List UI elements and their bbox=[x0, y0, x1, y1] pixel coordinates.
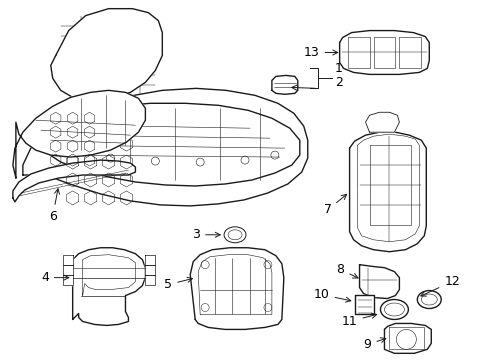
Text: 5: 5 bbox=[164, 277, 193, 291]
Polygon shape bbox=[349, 132, 426, 252]
Text: 10: 10 bbox=[314, 288, 351, 302]
Polygon shape bbox=[272, 75, 298, 94]
Text: 2: 2 bbox=[335, 76, 343, 89]
Polygon shape bbox=[23, 88, 308, 206]
Text: 11: 11 bbox=[342, 313, 377, 328]
Polygon shape bbox=[146, 265, 155, 275]
Polygon shape bbox=[41, 103, 300, 186]
Polygon shape bbox=[13, 160, 135, 202]
Polygon shape bbox=[366, 112, 399, 132]
Polygon shape bbox=[63, 255, 73, 265]
Polygon shape bbox=[385, 323, 431, 353]
Text: 8: 8 bbox=[337, 263, 358, 278]
Polygon shape bbox=[13, 90, 146, 178]
Text: 4: 4 bbox=[41, 271, 69, 284]
Ellipse shape bbox=[224, 227, 246, 243]
Polygon shape bbox=[340, 31, 429, 75]
Text: 6: 6 bbox=[49, 189, 59, 223]
Text: 13: 13 bbox=[304, 46, 338, 59]
Polygon shape bbox=[190, 248, 284, 329]
Polygon shape bbox=[355, 294, 374, 315]
Ellipse shape bbox=[380, 300, 408, 319]
Polygon shape bbox=[146, 275, 155, 285]
Text: 9: 9 bbox=[364, 338, 386, 351]
Text: 3: 3 bbox=[192, 228, 220, 241]
Polygon shape bbox=[360, 265, 399, 298]
Polygon shape bbox=[63, 275, 73, 285]
Polygon shape bbox=[73, 248, 146, 325]
Polygon shape bbox=[146, 255, 155, 265]
Ellipse shape bbox=[417, 291, 441, 309]
Text: 1: 1 bbox=[335, 62, 343, 75]
Text: 7: 7 bbox=[324, 194, 346, 216]
Text: 12: 12 bbox=[421, 275, 460, 296]
Polygon shape bbox=[51, 9, 162, 100]
Polygon shape bbox=[63, 265, 73, 275]
